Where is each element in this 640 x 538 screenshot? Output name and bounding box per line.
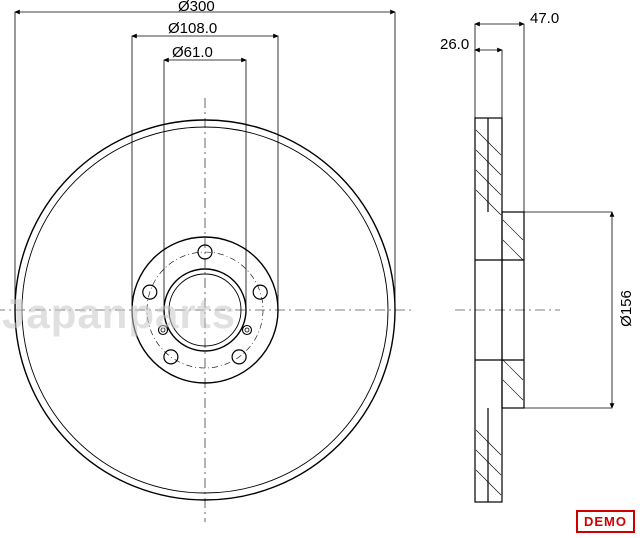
- demo-badge: DEMO: [576, 510, 635, 533]
- dim-mid-diameter: Ø108.0: [168, 20, 217, 37]
- dim-hub-diameter: Ø156: [618, 290, 635, 327]
- dim-inner-diameter: Ø61.0: [172, 44, 213, 61]
- dim-outer-diameter: Ø300: [178, 0, 215, 15]
- side-view: [455, 118, 560, 502]
- front-view: [0, 98, 415, 522]
- dim-width-inner: 26.0: [440, 36, 469, 53]
- technical-drawing-canvas: [0, 0, 640, 538]
- side-view-dimensions: [475, 24, 612, 408]
- dim-width-outer: 47.0: [530, 10, 559, 27]
